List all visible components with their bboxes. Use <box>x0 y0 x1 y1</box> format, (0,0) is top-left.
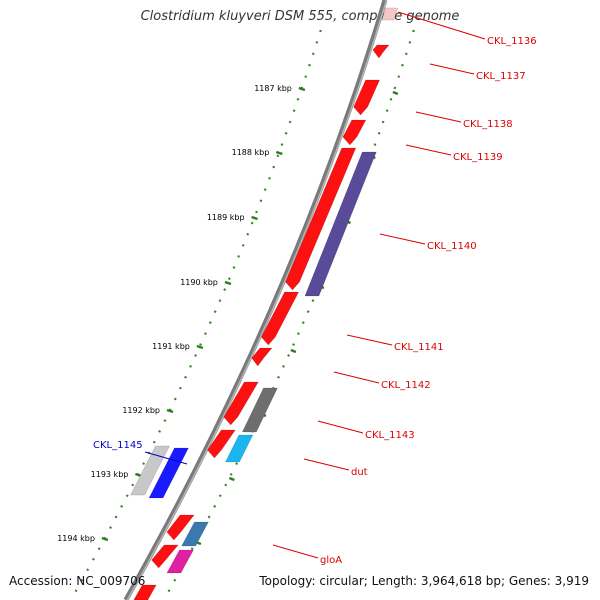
tick-label-kbp: 1189 kbp <box>207 213 245 222</box>
gene-leader-line <box>429 63 475 75</box>
gene-leader-line <box>303 458 350 471</box>
major-tick <box>166 408 174 414</box>
gene-label: CKL_1139 <box>453 152 503 163</box>
gene-block-ckl1143 <box>223 381 259 426</box>
gene-label: dut <box>351 467 368 478</box>
topology-summary: Topology: circular; Length: 3,964,618 bp… <box>259 574 589 588</box>
gene-block-ckl1138 <box>353 79 380 116</box>
tick-label-kbp: 1187 kbp <box>254 84 292 93</box>
gene-leader-line <box>379 233 426 245</box>
major-tick <box>196 344 204 350</box>
cog-block-ckl1143 <box>241 387 278 433</box>
gene-label: CKL_1142 <box>381 380 431 391</box>
gene-label: CKL_1143 <box>365 430 415 441</box>
tick-label-kbp: 1193 kbp <box>91 470 129 479</box>
genome-backbone-highlight <box>126 0 388 600</box>
gene-label: CKL_1137 <box>476 71 526 82</box>
gene-label: CKL_1145 <box>93 440 143 451</box>
cog-block-ckl1145 <box>130 445 170 496</box>
cog-block-b <box>181 521 209 547</box>
gene-leader-line <box>272 544 319 559</box>
tick-label-kbp: 1194 kbp <box>57 534 95 543</box>
gene-leader-line <box>415 111 462 123</box>
gene-leader-line <box>405 144 452 156</box>
gene-block-ckl1140 <box>285 147 357 291</box>
gene-label: CKL_1136 <box>487 36 537 47</box>
tick-label-kbp: 1192 kbp <box>122 406 160 415</box>
outer-major-tick <box>290 348 297 354</box>
gene-block-c <box>133 584 157 600</box>
gene-block-ckl1139 <box>342 119 367 146</box>
outer-major-tick <box>228 476 235 482</box>
gene-leader-line <box>333 371 380 384</box>
cog-block-ckl1140 <box>304 151 377 297</box>
gene-block-ckl1136 <box>381 7 398 21</box>
cog-block-dut <box>225 434 254 463</box>
outer-major-tick <box>392 90 399 96</box>
gene-label: gloA <box>320 555 342 566</box>
cog-block-gloa <box>166 549 194 574</box>
gene-block-ckl1141 <box>261 291 300 346</box>
gene-leader-line <box>346 334 393 346</box>
gene-leader-line <box>317 420 364 434</box>
tick-label-kbp: 1188 kbp <box>232 148 270 157</box>
genome-backbone <box>123 0 388 600</box>
major-tick <box>224 280 232 286</box>
major-tick <box>134 472 142 478</box>
gene-leader-line <box>397 11 486 40</box>
major-tick <box>298 86 306 92</box>
gene-label: CKL_1141 <box>394 342 444 353</box>
gene-block-ckl1145 <box>148 447 189 499</box>
outer-tick-ring <box>162 29 415 600</box>
gene-block-ckl1142 <box>251 347 273 367</box>
major-tick <box>251 215 258 221</box>
gene-label: CKL_1140 <box>427 241 477 252</box>
tick-label-kbp: 1191 kbp <box>152 342 190 351</box>
gene-leader-line <box>144 451 188 465</box>
accession-label: Accession: NC_009706 <box>9 574 146 588</box>
gene-block-gloa <box>151 544 179 569</box>
gene-label: CKL_1138 <box>463 119 513 130</box>
gene-block-ckl1137 <box>372 44 390 59</box>
major-tick <box>275 150 283 156</box>
tick-label-kbp: 1190 kbp <box>180 278 218 287</box>
gene-block-dut <box>207 429 236 459</box>
major-tick <box>101 536 109 542</box>
gene-block-a <box>166 514 195 541</box>
